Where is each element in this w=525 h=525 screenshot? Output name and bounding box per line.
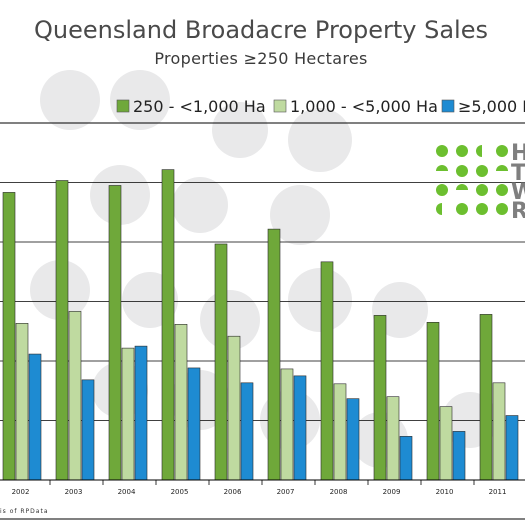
bar-small-2005 <box>161 169 175 481</box>
logo-half-dot <box>456 184 468 190</box>
x-tick-label: 2006 <box>224 488 242 496</box>
bar-large-2011 <box>505 415 519 481</box>
x-axis-ticks: 2002 2003 2004 2005 2006 2007 2008 2009 2010 2011 <box>12 480 507 496</box>
bar-medium-2010 <box>439 406 453 481</box>
bar-small-2002 <box>2 192 16 481</box>
legend-swatch-large <box>441 99 455 113</box>
bar-medium-2006 <box>227 335 241 481</box>
bar-large-2010 <box>452 431 466 481</box>
legend: 250 - <1,000 Ha 1,000 - <5,000 Ha ≥5,000… <box>116 97 525 116</box>
bar-small-2004 <box>108 185 122 481</box>
legend-label-medium: 1,000 - <5,000 Ha <box>290 97 438 116</box>
bar-medium-2011 <box>492 382 506 481</box>
logo-dot <box>436 184 448 196</box>
logo-dot <box>476 165 488 177</box>
chart-title: Queensland Broadacre Property Sales <box>34 16 488 44</box>
legend-label-small: 250 - <1,000 Ha <box>133 97 266 116</box>
logo-half-dot <box>476 145 482 157</box>
bar-medium-2007 <box>280 368 294 481</box>
logo-dot <box>436 145 448 157</box>
bar-large-2006 <box>240 382 254 481</box>
bar-large-2009 <box>399 436 413 481</box>
logo-dot <box>496 184 508 196</box>
x-tick-label: 2002 <box>12 488 30 496</box>
bar-medium-2003 <box>68 311 82 481</box>
logo-half-dot <box>496 165 508 171</box>
logo-dot <box>456 165 468 177</box>
x-tick-label: 2003 <box>65 488 83 496</box>
watermark-shape <box>40 70 100 130</box>
legend-label-large: ≥5,000 Ha <box>458 97 525 116</box>
logo-dot <box>496 203 508 215</box>
logo-letter: T <box>511 161 525 186</box>
logo-half-dot <box>436 203 442 215</box>
chart-subtitle: Properties ≥250 Hectares <box>154 49 367 68</box>
x-tick-label: 2008 <box>330 488 348 496</box>
x-tick-label: 2004 <box>118 488 136 496</box>
logo-dot <box>476 203 488 215</box>
x-tick-label: 2009 <box>383 488 401 496</box>
logo-dot <box>496 145 508 157</box>
bar-small-2010 <box>426 322 440 481</box>
source-note: is of RPData <box>0 508 49 515</box>
logo-dot <box>456 203 468 215</box>
logo-letter: R <box>511 199 525 224</box>
bar-small-2007 <box>267 228 281 481</box>
watermark-shape <box>288 108 352 172</box>
legend-swatch-small <box>116 99 130 113</box>
legend-swatch-medium <box>273 99 287 113</box>
logo-half-dot <box>436 165 448 171</box>
logo-letter: W <box>511 180 525 205</box>
bars <box>2 169 519 481</box>
bar-large-2005 <box>187 367 201 481</box>
bar-small-2006 <box>214 243 228 481</box>
bar-small-2009 <box>373 315 387 481</box>
x-tick-label: 2011 <box>489 488 507 496</box>
watermark-shape <box>212 102 268 158</box>
watermark-shape <box>288 268 352 332</box>
bar-small-2011 <box>479 314 493 481</box>
bar-medium-2002 <box>15 323 29 481</box>
x-tick-label: 2010 <box>436 488 454 496</box>
bar-large-2004 <box>134 345 148 481</box>
bar-large-2002 <box>28 353 42 481</box>
bar-medium-2008 <box>333 383 347 481</box>
bar-medium-2005 <box>174 324 188 481</box>
logo-letter: H <box>511 141 525 166</box>
bar-large-2007 <box>293 375 307 481</box>
watermark-shape <box>110 70 170 130</box>
bar-medium-2009 <box>386 396 400 481</box>
bar-large-2003 <box>81 379 95 481</box>
logo-dot <box>476 184 488 196</box>
bar-large-2008 <box>346 398 360 481</box>
x-tick-label: 2005 <box>171 488 189 496</box>
watermark-shape <box>270 185 330 245</box>
logo-dot <box>456 145 468 157</box>
watermark-shape <box>172 177 228 233</box>
bar-small-2003 <box>55 180 69 481</box>
bar-small-2008 <box>320 261 334 481</box>
bar-medium-2004 <box>121 347 135 481</box>
x-tick-label: 2007 <box>277 488 295 496</box>
